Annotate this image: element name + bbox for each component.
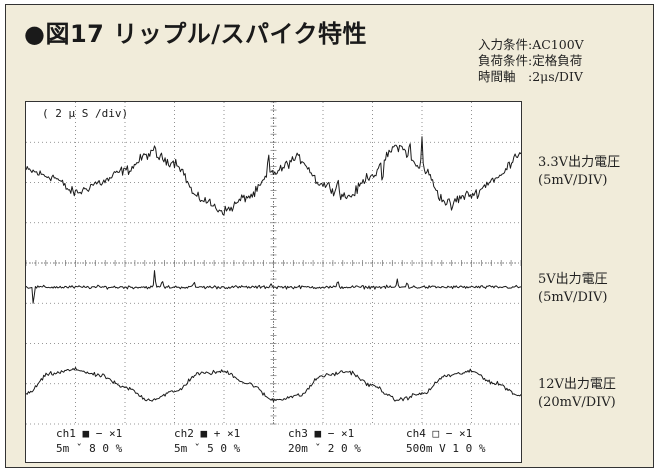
status-bar: ch1 ■ − ×1 5m ˇ 8 0 % ch2 ■ + ×1 5m ˇ 5 … (56, 427, 486, 455)
trace-series-1 (26, 136, 521, 216)
condition-load: 負荷条件:定格負荷 (478, 53, 583, 68)
label-5v-scale: (5mV/DIV) (538, 290, 608, 305)
traces (26, 136, 521, 402)
label-5v: 5V出力電圧 (5mV/DIV) (538, 271, 608, 307)
status-ch1-setting: 5m ˇ 8 0 % (56, 442, 123, 455)
status-ch4-label: ch4 □ − ×1 (406, 427, 472, 440)
label-3v3-name: 3.3V出力電圧 (538, 155, 621, 170)
status-ch2-setting: 5m ˇ 5 0 % (174, 442, 241, 455)
condition-input: 入力条件:AC100V (478, 37, 584, 52)
graticule (26, 102, 521, 425)
status-ch3-setting: 20m ˇ 2 0 % (288, 442, 361, 455)
label-3v3: 3.3V出力電圧 (5mV/DIV) (538, 154, 620, 190)
label-12v-scale: (20mV/DIV) (538, 395, 616, 410)
status-ch3-label: ch3 ■ − ×1 (288, 427, 354, 440)
status-ch2-label: ch2 ■ + ×1 (174, 427, 240, 440)
label-3v3-scale: (5mV/DIV) (538, 173, 608, 188)
status-ch1-label: ch1 ■ − ×1 (56, 427, 122, 440)
figure-title: ●図17 リップル/スパイク特性 (24, 20, 367, 48)
condition-timebase: 時間軸 :2μs/DIV (478, 69, 583, 84)
oscilloscope-screen: ( 2 μ S /div) ch1 ■ − ×1 5m ˇ 8 0 % ch2 … (25, 101, 522, 463)
status-ch4-setting: 500m V 1 0 % (406, 442, 486, 455)
label-12v: 12V出力電圧 (20mV/DIV) (538, 376, 616, 412)
label-12v-name: 12V出力電圧 (538, 377, 616, 392)
figure-frame: ●図17 リップル/スパイク特性 入力条件:AC100V 負荷条件:定格負荷 時… (5, 4, 654, 468)
trace-series-2 (26, 270, 521, 304)
oscilloscope-plot: ( 2 μ S /div) ch1 ■ − ×1 5m ˇ 8 0 % ch2 … (26, 102, 521, 455)
label-5v-name: 5V出力電圧 (538, 272, 608, 287)
timebase-label: ( 2 μ S /div) (42, 107, 128, 120)
trace-series-3 (26, 367, 521, 402)
